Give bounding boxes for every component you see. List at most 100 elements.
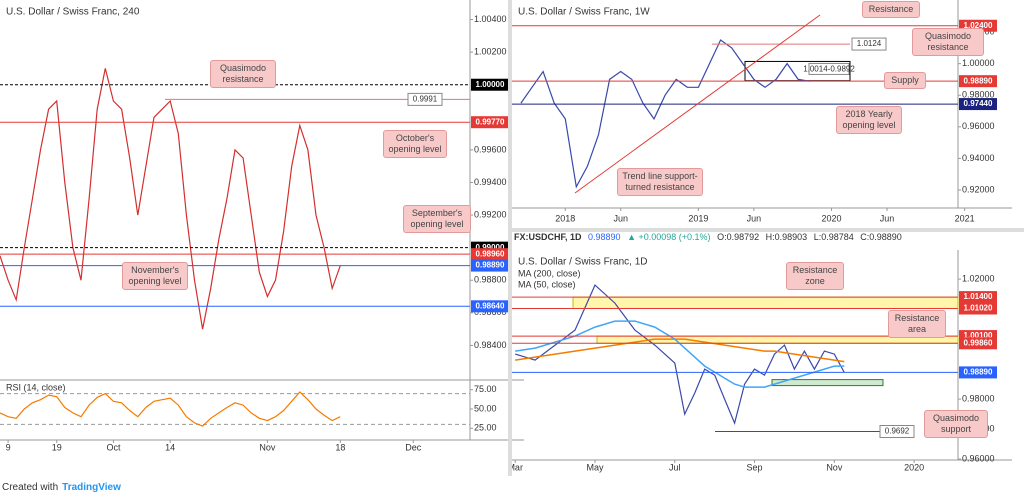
y-tick-label: 25.00 [474,423,497,433]
annotation: November's opening level [122,262,188,290]
chart-title: U.S. Dollar / Swiss Franc, 1D [518,257,647,268]
rsi-line [0,391,341,427]
x-tick-label: 2020 [904,462,924,472]
level-label-box [471,116,509,129]
y-tick-label: 50.00 [474,403,497,413]
open: O:0.98792 [717,232,760,242]
x-tick-label: Jun [880,213,895,223]
level-label: 0.9991 [413,94,438,103]
level-label-box [851,37,887,51]
panel-divider [512,228,1024,232]
x-tick-label: 2018 [555,213,575,223]
annotation: Resistance zone [786,262,844,290]
footer-text: Created with [2,482,59,493]
level-label-box [471,259,509,272]
level-label-box [959,291,997,304]
annotation: Resistance [862,1,920,18]
level-label-box [959,98,997,111]
level-label: 0.98890 [964,76,993,85]
x-tick-label: 14 [165,442,175,452]
level-label-box [471,78,509,91]
x-tick-label: Jun [747,213,762,223]
level-label-box [959,337,997,350]
x-tick-label: 2019 [688,213,708,223]
level-label-box [471,248,509,261]
level-label: 1.00100 [964,331,993,340]
level-label: 1.01400 [964,292,993,301]
price-line [0,68,341,330]
level-label: 1.01020 [964,304,993,313]
annotation: Quasimodo support [924,410,988,438]
x-tick-label: Jun [613,213,628,223]
y-tick-label: 75.00 [474,384,497,394]
level-label: 0.98890 [964,368,993,377]
legend-entry: MA (200, close) [518,268,581,278]
level-label-box [959,302,997,315]
x-tick-label: Mar [507,462,523,472]
x-tick-label: 2020 [822,213,842,223]
level-label: 1.0124 [857,39,882,48]
high: H:0.98903 [765,232,808,242]
y-tick-label: 0.99200 [474,209,507,219]
price-line [515,338,845,363]
price-line [520,39,810,189]
x-tick-label: 9 [6,442,11,452]
zone [572,296,959,310]
x-tick-label: Nov [259,442,276,452]
trend-line [574,14,821,194]
y-tick-label: 1.00400 [474,14,507,24]
annotation: Resistance area [888,310,946,338]
brand[interactable]: TradingView [62,482,121,493]
level-label: 0.97440 [964,99,993,108]
y-tick-label: 0.98000 [962,90,995,100]
level-label: 0.9692 [885,427,910,436]
level-label-box [959,366,997,379]
x-tick-label: Jul [669,462,681,472]
close: C:0.98890 [860,232,902,242]
level-label: 0.98890 [476,261,505,270]
y-tick-label: 0.99400 [474,177,507,187]
level-label: 0.98640 [476,301,505,310]
symbol: FX:USDCHF, 1D [514,232,582,242]
y-tick-label: 0.98400 [474,340,507,350]
x-tick-label: Nov [826,462,843,472]
level-label-box [471,300,509,313]
annotation: September's opening level [403,205,471,233]
quote-bar: FX:USDCHF, 1D 0.98890 ▲ +0.00098 (+0.1%)… [514,232,906,242]
price: 0.98890 [588,232,621,242]
y-tick-label: 0.94000 [962,153,995,163]
level-label: 0.99000 [476,243,505,252]
level-label: 0.99770 [476,117,505,126]
level-label: 1.00000 [476,80,505,89]
annotation: Trend line support-turned resistance [617,168,703,196]
chart-title: U.S. Dollar / Swiss Franc, 1W [518,7,650,18]
level-label-box [879,425,915,438]
annotation: October's opening level [383,130,447,158]
y-tick-label: 1.00200 [474,47,507,57]
y-tick-label: 0.98000 [962,393,995,403]
zone [771,379,884,387]
level-label: 0.99860 [964,338,993,347]
x-tick-label: May [586,462,604,472]
footer: Created with TradingView [2,482,121,493]
x-tick-label: 18 [335,442,345,452]
level-label: 1.02400 [964,21,993,30]
y-tick-label: 0.99600 [474,144,507,154]
annotation: 2018 Yearly opening level [836,106,902,134]
annotation: Quasimodo resistance [210,60,276,88]
annotation: Quasimodo resistance [912,28,984,56]
y-tick-label: 1.02000 [962,273,995,283]
level-label-box [959,75,997,88]
level-label: 0.98960 [476,249,505,258]
x-tick-label: Sep [747,462,763,472]
legend-entry: MA (50, close) [518,279,576,289]
rsi-label: RSI (14, close) [6,382,66,392]
change: ▲ +0.00098 (+0.1%) [627,232,711,242]
x-tick-label: 19 [52,442,62,452]
y-tick-label: 0.92000 [962,184,995,194]
panel-divider [508,0,512,476]
chart-title: U.S. Dollar / Swiss Franc, 240 [6,7,140,18]
annotation: Supply [884,72,926,89]
